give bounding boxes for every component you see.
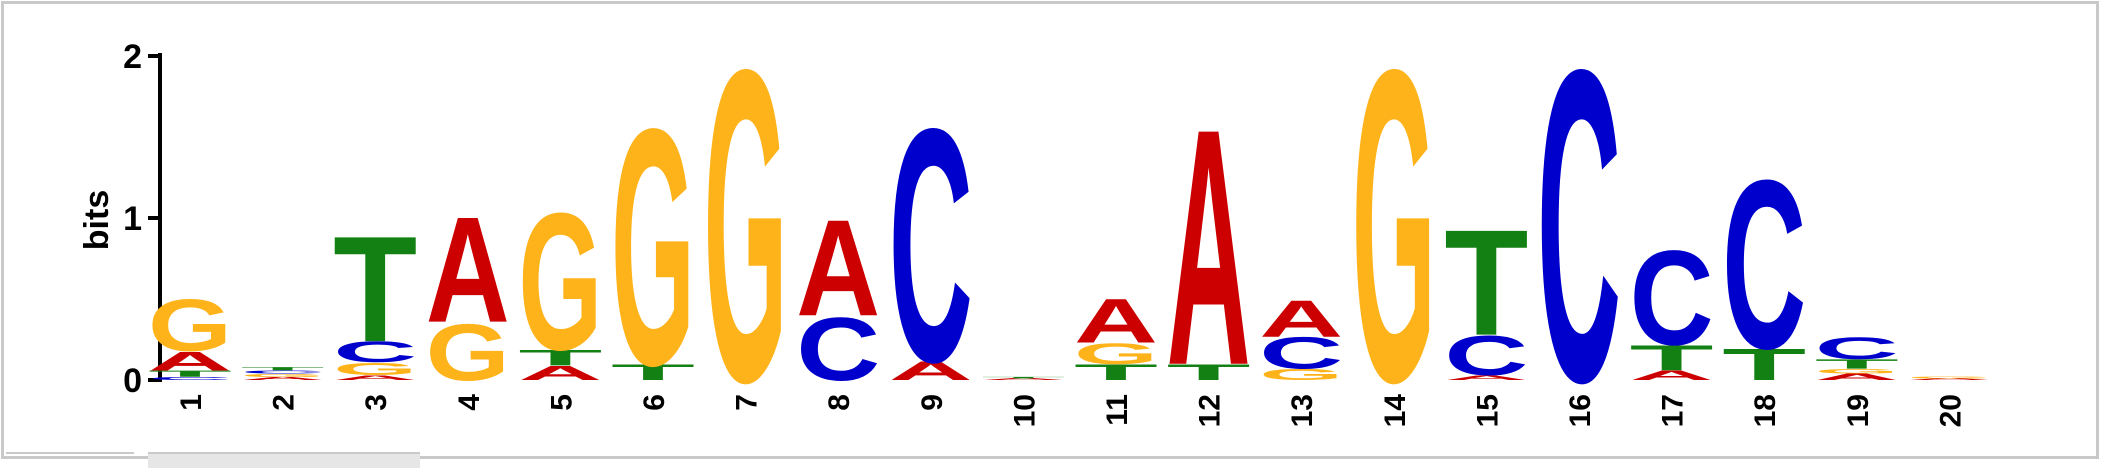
logo-letter-T: T — [333, 204, 417, 373]
x-tick-label: 11 — [1101, 394, 1134, 426]
logo-letter-G: G — [611, 59, 695, 436]
logo-letter-C: C — [1444, 325, 1528, 388]
y-axis-label: bits — [78, 190, 116, 250]
logo-letter-C: C — [1537, 0, 1621, 464]
logo-letter-A: A — [796, 191, 880, 344]
logo-letter-T: T — [1167, 360, 1251, 385]
logo-letter-A: A — [426, 185, 510, 354]
x-tick-label: 14 — [1379, 394, 1412, 428]
logo-letter-T: T — [241, 366, 325, 371]
x-tick-label: 18 — [1749, 394, 1782, 427]
logo-letter-T: T — [518, 345, 602, 370]
logo-letter-G: G — [241, 373, 325, 378]
logo-letter-C: C — [1722, 131, 1806, 400]
logo-letter-G: G — [518, 173, 602, 391]
x-tick-label: 13 — [1286, 394, 1319, 427]
logo-letter-A: A — [1815, 372, 1899, 382]
logo-letter-G: G — [1259, 366, 1343, 384]
x-tick-label: 4 — [453, 394, 486, 411]
logo-letter-T: T — [611, 360, 695, 385]
logo-letter-G: G — [148, 284, 232, 367]
logo-letter-A: A — [1444, 374, 1528, 382]
logo-letter-G: G — [1815, 368, 1899, 376]
logo-letter-C: C — [333, 336, 417, 369]
logo-letter-C: C — [1259, 328, 1343, 379]
y-tick-label: 1 — [123, 200, 142, 238]
logo-letter-T: T — [981, 376, 1065, 379]
panel-edge — [6, 452, 134, 466]
x-tick-label: 6 — [638, 394, 671, 411]
y-tick-label: 0 — [123, 362, 142, 400]
x-tick-label: 9 — [916, 394, 949, 411]
x-tick-label: 10 — [1008, 394, 1041, 427]
x-tick-label: 1 — [175, 394, 208, 411]
logo-letter-A: A — [1259, 290, 1343, 347]
logo-letter-A: A — [241, 376, 325, 381]
x-tick-label: 17 — [1657, 394, 1690, 427]
x-tick-label: 7 — [731, 394, 764, 411]
x-tick-label: 3 — [360, 394, 393, 411]
logo-letter-G: G — [426, 308, 510, 398]
x-tick-label: 5 — [545, 394, 578, 411]
logo-letter-C: C — [889, 59, 973, 431]
logo-letter-G: G — [1907, 376, 1991, 379]
x-tick-label: 20 — [1934, 394, 1967, 427]
logo-letter-T: T — [1074, 360, 1158, 385]
logo-letter-A: A — [889, 356, 973, 386]
logo-letter-T: T — [1444, 198, 1528, 367]
logo-letter-A: A — [148, 346, 232, 376]
logo-letter-A: A — [1074, 285, 1158, 356]
logo-letter-A: A — [518, 362, 602, 385]
logo-letter-T: T — [1722, 339, 1806, 390]
x-tick-label: 19 — [1842, 394, 1875, 427]
logo-letter-A: A — [1630, 368, 1714, 383]
logo-letter-A: A — [981, 378, 1065, 380]
x-tick-label: 16 — [1564, 394, 1597, 427]
logo-letter-A: A — [1167, 59, 1251, 436]
x-tick-label: 15 — [1471, 394, 1504, 427]
logo-letter-A: A — [1907, 378, 1991, 380]
x-tick-label: 8 — [823, 394, 856, 411]
logo-letter-C: C — [796, 300, 880, 400]
x-tick-label: 12 — [1194, 394, 1227, 427]
x-axis-labels: 1 2 3 4 5 6 7 8 9 10 11 12 13 14 15 16 17 18 19 20 — [175, 394, 1967, 428]
y-axis: 0 1 2 bits — [78, 38, 162, 400]
logo-letter-G: G — [704, 0, 788, 464]
logo-letter-G: G — [1074, 337, 1158, 370]
logo-letter-C: C — [1630, 222, 1714, 373]
logo-letter-C: C — [148, 376, 232, 381]
logo-letter-T: T — [148, 369, 232, 379]
logo-frame — [1, 1, 2099, 459]
logo-letter-T: T — [1815, 356, 1899, 371]
logo-letter-G: G — [1352, 0, 1436, 464]
y-tick-label: 2 — [123, 38, 142, 76]
bottom-tab[interactable] — [148, 452, 420, 468]
logo-letter-T: T — [1630, 338, 1714, 378]
logo-letter-G: G — [333, 359, 417, 379]
logo-letter-C: C — [1815, 331, 1899, 366]
logo-letter-A: A — [333, 374, 417, 382]
logo-letter-C: C — [241, 369, 325, 374]
x-tick-label: 2 — [268, 394, 301, 411]
